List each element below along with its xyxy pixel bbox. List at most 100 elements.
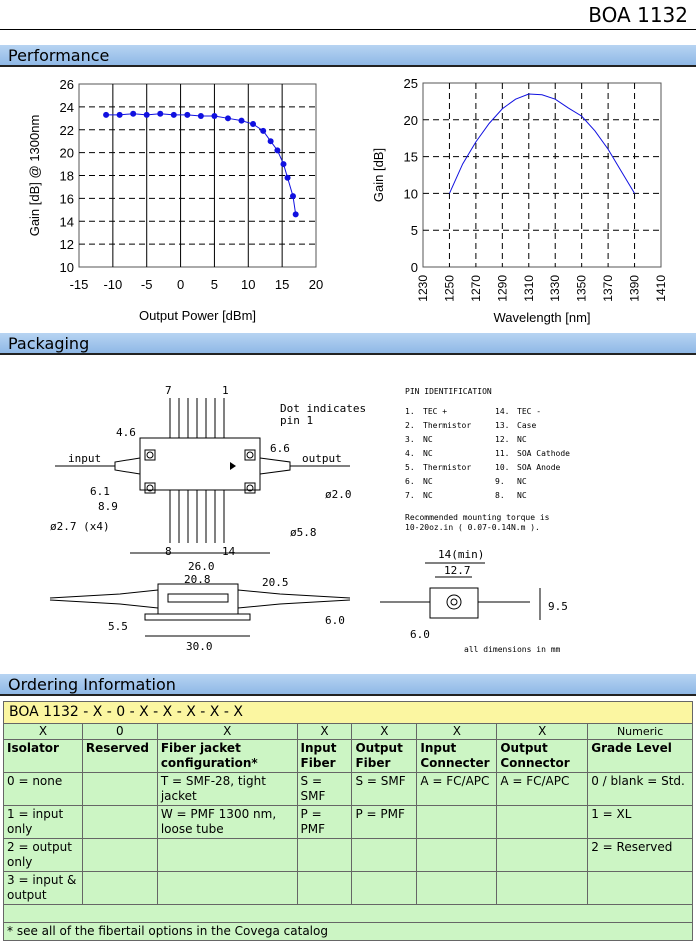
data-point [250, 121, 257, 128]
pin-id-cell: NC [423, 491, 433, 500]
table-cell: 0 / blank = Std. [587, 772, 693, 806]
table-cell [351, 838, 418, 872]
y-tick-label: 15 [404, 150, 418, 165]
pin-7-label: 7 [165, 384, 172, 397]
pin-id-cell: 14. [495, 407, 509, 416]
table-cell: P = PMF [351, 805, 418, 839]
x-tick-label: 0 [177, 277, 184, 292]
y-tick-label: 22 [60, 123, 74, 138]
x-tick-label: 15 [275, 277, 289, 292]
plot-area [422, 82, 662, 268]
data-point [116, 111, 123, 118]
code-cell: X [416, 723, 498, 740]
pin-id-cell: NC [517, 435, 527, 444]
table-cell [296, 838, 353, 872]
spacer-row [3, 904, 693, 923]
x-tick-label: 1310 [522, 275, 536, 302]
x-tick-label: 1410 [654, 275, 668, 302]
series-line [448, 93, 635, 194]
table-cell [496, 805, 589, 839]
data-point [143, 111, 150, 118]
y-tick-label: 25 [404, 76, 418, 91]
data-point [184, 111, 191, 118]
pin-id-cell: 8. [495, 491, 505, 500]
table-cell: P = PMF [296, 805, 353, 839]
data-point [211, 113, 218, 120]
pin-id-cell: 9. [495, 477, 505, 486]
table-cell [587, 871, 693, 905]
code-cell: X [351, 723, 418, 740]
table-row: 0 = none T = SMF-28, tight jacket S = SMF S… [3, 772, 693, 806]
column-header: Input Connecter [416, 739, 498, 773]
dim-2-0: ø2.0 [325, 488, 352, 501]
table-cell: A = FC/APC [416, 772, 498, 806]
package-body-side [157, 583, 239, 615]
table-cell [296, 871, 353, 905]
dim-6-6: 6.6 [270, 442, 290, 455]
data-point [274, 147, 281, 154]
document-header: BOA 1132 [0, 0, 696, 30]
section-packaging: Packaging [0, 333, 696, 355]
y-tick-label: 14 [60, 214, 74, 229]
pin-8-label: 8 [165, 545, 172, 558]
dim-9-5: 9.5 [548, 600, 568, 613]
pin-id-cell: Case [517, 421, 536, 430]
dim-26-0: 26.0 [188, 560, 215, 573]
dim-8-9: 8.9 [98, 500, 118, 513]
torque-note-1: Recommended mounting torque is [405, 513, 550, 522]
dim-5-5: 5.5 [108, 620, 128, 633]
data-point [157, 110, 164, 117]
pin-id-cell: 3. [405, 435, 415, 444]
y-tick-label: 20 [60, 146, 74, 161]
footnote: * see all of the fibertail options in th… [3, 922, 693, 941]
y-axis-label: Gain [dB] [371, 148, 386, 202]
y-tick-label: 0 [411, 260, 418, 275]
pin1-marker-icon [230, 462, 236, 470]
y-tick-label: 18 [60, 169, 74, 184]
table-cell: 3 = input & output [3, 871, 83, 905]
table-cell: S = SMF [351, 772, 418, 806]
x-tick-label: 10 [241, 277, 255, 292]
table-cell: 2 = output only [3, 838, 83, 872]
x-tick-label: 1250 [442, 275, 456, 302]
x-tick-label: -15 [70, 277, 89, 292]
code-cell: 0 [81, 723, 158, 740]
x-tick-label: -10 [103, 277, 122, 292]
y-tick-label: 10 [404, 186, 418, 201]
data-point [238, 117, 245, 124]
table-cell: 0 = none [3, 772, 83, 806]
data-point [292, 211, 299, 218]
table-cell [416, 838, 498, 872]
table-row: 3 = input & output [3, 871, 693, 905]
package-body-top [139, 437, 261, 491]
pin-id-cell: SOA Anode [517, 463, 561, 472]
pin-id-cell: NC [517, 491, 527, 500]
data-point [289, 193, 296, 200]
pin-id-cell: 6. [405, 477, 415, 486]
data-point [197, 113, 204, 120]
data-point [224, 115, 231, 122]
y-tick-label: 10 [60, 260, 74, 275]
x-tick-label: 1230 [416, 275, 430, 302]
code-cell: X [156, 723, 298, 740]
x-axis-label: Output Power [dBm] [139, 308, 256, 323]
package-drawing: 7 1 8 14 Dot indicates pin 1 input outpu… [49, 384, 570, 654]
table-row: 2 = output only 2 = Reserved [3, 838, 693, 872]
table-cell: W = PMF 1300 nm, loose tube [156, 805, 298, 839]
pin-1-label: 1 [222, 384, 229, 397]
pin-id-title: PIN IDENTIFICATION [405, 387, 492, 396]
pin-id-cell: 11. [495, 449, 509, 458]
dim-12-7: 12.7 [444, 564, 471, 577]
y-tick-label: 12 [60, 237, 74, 252]
y-tick-label: 5 [411, 223, 418, 238]
pin-id-cell: 5. [405, 463, 415, 472]
code-cell: Numeric [587, 723, 693, 740]
pin-id-cell: TEC - [517, 407, 541, 416]
section-ordering: Ordering Information [0, 674, 696, 696]
pin-id-cell: NC [517, 477, 527, 486]
pin-14-label: 14 [222, 545, 236, 558]
y-tick-label: 20 [404, 113, 418, 128]
dot-note: Dot indicates [280, 402, 366, 415]
pin-id-cell: 7. [405, 491, 415, 500]
